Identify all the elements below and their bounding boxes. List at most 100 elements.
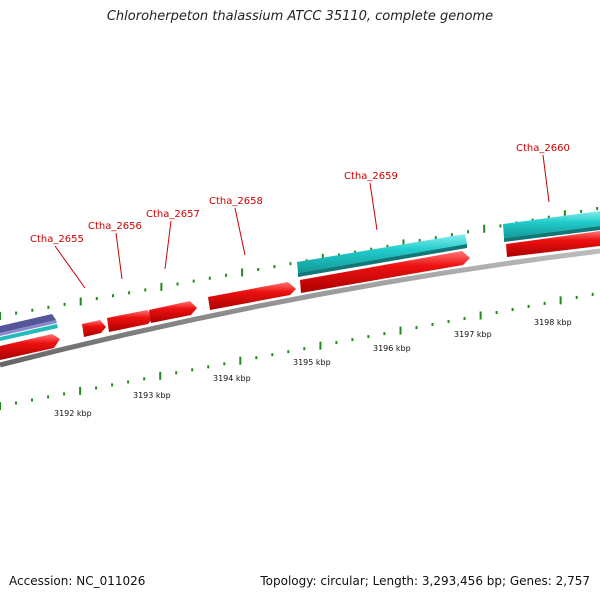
lower-tick-minor bbox=[495, 311, 498, 314]
upper-tick-minor bbox=[547, 215, 550, 219]
upper-tick-minor bbox=[580, 209, 583, 213]
lower-tick-minor bbox=[47, 395, 50, 399]
red-gene-ctha-2657 bbox=[149, 301, 197, 323]
upper-tick-minor bbox=[354, 250, 357, 254]
upper-tick-minor bbox=[112, 294, 114, 298]
upper-tick-major bbox=[160, 282, 163, 291]
upper-tick-minor bbox=[31, 308, 34, 312]
kbp-label-3196: 3196 kbp bbox=[373, 344, 411, 353]
upper-tick-major bbox=[563, 210, 566, 219]
upper-tick-minor bbox=[289, 262, 292, 266]
upper-tick-minor bbox=[225, 273, 227, 277]
feature-left-purple bbox=[0, 314, 58, 341]
lower-tick-minor bbox=[431, 323, 434, 326]
lower-tick-minor bbox=[591, 292, 594, 296]
gene-label-ctha-2657: Ctha_2657 bbox=[146, 209, 200, 220]
lower-tick-minor bbox=[143, 377, 146, 381]
lower-tick-minor bbox=[415, 326, 418, 330]
upper-tick-major bbox=[0, 312, 1, 320]
lower-tick-major bbox=[319, 341, 322, 350]
upper-tick-minor bbox=[176, 282, 179, 286]
cyan-gene-ctha-2659 bbox=[297, 234, 467, 277]
upper-tick-minor bbox=[386, 244, 389, 248]
lower-tick-minor bbox=[223, 362, 226, 366]
upper-tick-minor bbox=[128, 291, 131, 295]
lower-tick-minor bbox=[255, 356, 258, 360]
kbp-label-3198: 3198 kbp bbox=[534, 318, 572, 327]
lower-tick-minor bbox=[447, 320, 450, 323]
lower-tick-minor bbox=[543, 301, 546, 305]
lower-tick-minor bbox=[511, 308, 514, 311]
red-gene-ctha-2655 bbox=[82, 320, 106, 337]
upper-tick-minor bbox=[596, 207, 599, 210]
upper-tick-minor bbox=[192, 279, 195, 283]
lower-tick-minor bbox=[303, 347, 306, 351]
upper-tick-minor bbox=[434, 236, 437, 240]
upper-tick-minor bbox=[63, 302, 66, 306]
lower-tick-major bbox=[0, 402, 1, 410]
map-title: Chloroherpeton thalassium ATCC 35110, co… bbox=[106, 9, 494, 24]
lower-tick-minor bbox=[127, 380, 130, 384]
lower-tick-major bbox=[479, 311, 482, 320]
red-gene-ctha-2658 bbox=[208, 282, 296, 310]
lower-tick-track bbox=[0, 292, 594, 410]
upper-tick-minor bbox=[450, 233, 453, 237]
red-gene-ctha-2660 bbox=[506, 231, 600, 257]
lower-tick-minor bbox=[15, 401, 17, 405]
lower-tick-minor bbox=[383, 332, 386, 336]
lower-tick-major bbox=[399, 326, 402, 335]
upper-tick-minor bbox=[144, 288, 147, 292]
gene-label-ctha-2658: Ctha_2658 bbox=[209, 196, 263, 207]
accession-text: Accession: NC_011026 bbox=[9, 574, 146, 588]
upper-tick-minor bbox=[499, 224, 502, 228]
lower-tick-minor bbox=[367, 335, 370, 339]
lower-tick-minor bbox=[175, 371, 178, 375]
lower-tick-minor bbox=[95, 386, 98, 390]
lower-tick-minor bbox=[63, 392, 66, 396]
gene-label-ctha-2659: Ctha_2659 bbox=[344, 171, 398, 182]
lower-tick-minor bbox=[575, 295, 578, 299]
lower-tick-minor bbox=[207, 365, 210, 369]
lower-tick-minor bbox=[111, 383, 114, 387]
cyan-gene-ctha-2660 bbox=[503, 211, 600, 242]
upper-tick-minor bbox=[95, 297, 98, 301]
topology-summary: Topology: circular; Length: 3,293,456 bp… bbox=[260, 574, 590, 588]
lower-tick-major bbox=[159, 371, 162, 380]
kbp-label-3194: 3194 kbp bbox=[213, 374, 251, 383]
lower-tick-major bbox=[559, 296, 562, 305]
upper-tick-major bbox=[241, 268, 244, 277]
kbp-label-3197: 3197 kbp bbox=[454, 330, 492, 339]
red-gene-left bbox=[0, 334, 60, 360]
red-gene-ctha-2659 bbox=[300, 251, 470, 293]
upper-tick-minor bbox=[467, 230, 470, 234]
lower-tick-minor bbox=[287, 350, 290, 354]
label-leaders bbox=[54, 154, 550, 289]
upper-tick-minor bbox=[257, 268, 260, 271]
upper-tick-minor bbox=[370, 247, 373, 251]
upper-tick-minor bbox=[15, 311, 18, 315]
lower-tick-minor bbox=[463, 317, 466, 320]
red-gene-ctha-2656 bbox=[107, 310, 154, 332]
upper-tick-minor bbox=[273, 265, 276, 269]
kbp-label-3192: 3192 kbp bbox=[54, 409, 92, 418]
lower-tick-minor bbox=[335, 341, 338, 345]
lower-tick-minor bbox=[271, 353, 274, 357]
kbp-label-3193: 3193 kbp bbox=[133, 391, 171, 400]
upper-tick-major bbox=[79, 297, 82, 306]
upper-tick-minor bbox=[208, 276, 211, 280]
upper-tick-minor bbox=[418, 239, 421, 242]
upper-tick-major bbox=[402, 239, 405, 248]
lower-tick-major bbox=[79, 386, 82, 395]
lower-tick-minor bbox=[191, 368, 194, 372]
genome-backbone bbox=[0, 248, 600, 368]
upper-tick-major bbox=[483, 224, 486, 233]
gene-label-ctha-2656: Ctha_2656 bbox=[88, 221, 142, 232]
upper-tick-minor bbox=[47, 305, 50, 309]
gene-label-ctha-2660: Ctha_2660 bbox=[516, 143, 570, 154]
lower-tick-minor bbox=[527, 304, 530, 308]
lower-tick-minor bbox=[31, 398, 33, 402]
lower-tick-minor bbox=[351, 338, 354, 342]
gene-label-ctha-2655: Ctha_2655 bbox=[30, 234, 84, 245]
lower-tick-major bbox=[239, 356, 242, 365]
